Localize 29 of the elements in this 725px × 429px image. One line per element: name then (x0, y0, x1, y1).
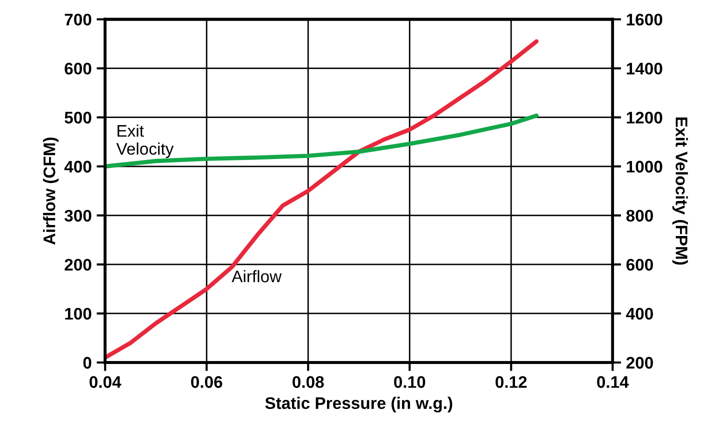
x-tick-label: 0.04 (90, 376, 122, 388)
y-tick-label: 600 (64, 62, 92, 75)
x-tick-label: 0.12 (496, 376, 527, 388)
y2-tick-label: 1200 (626, 112, 662, 124)
y-axis-title: Airflow (CFM) (43, 138, 59, 245)
y-tick-label: 400 (64, 160, 92, 173)
y-tick-label: 500 (64, 112, 92, 124)
series-label: Airflow (232, 270, 282, 282)
line-series (105, 39, 539, 360)
x-tick-label: 0.06 (191, 376, 222, 388)
x-tick-label: 0.14 (597, 376, 629, 388)
y-tick-label: 100 (65, 308, 92, 320)
x-axis-title: Static Pressure (in w.g.) (265, 396, 452, 412)
y2-tick-label: 1000 (626, 160, 662, 173)
y2-axis-title: Exit Velocity (FPM) (672, 117, 688, 265)
x-tick-label: 0.08 (292, 376, 324, 388)
y-tick-label: 700 (64, 14, 92, 26)
y2-tick-label: 1600 (626, 14, 662, 26)
y-tick-label: 300 (64, 210, 92, 222)
y2-tick-label: 200 (626, 356, 653, 369)
series-label: Exit Velocity (116, 124, 174, 158)
x-tick-label: 0.10 (394, 376, 426, 388)
line-series (105, 114, 539, 168)
y-tick-label: 0 (83, 356, 92, 369)
y2-tick-label: 1400 (626, 62, 662, 75)
y2-tick-label: 400 (626, 308, 653, 320)
y2-tick-label: 800 (626, 210, 653, 222)
y-tick-label: 200 (64, 258, 92, 271)
y2-tick-label: 600 (626, 258, 653, 271)
